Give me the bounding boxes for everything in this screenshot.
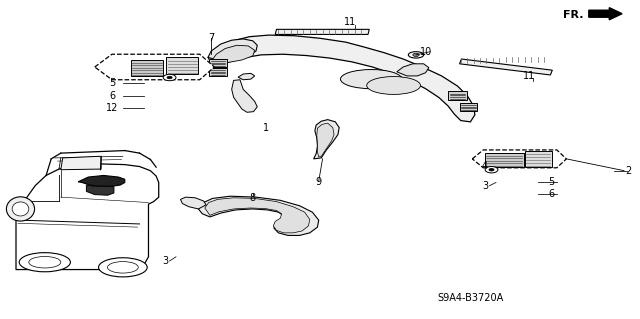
Text: 12: 12 [106,103,118,114]
Text: 3: 3 [482,181,488,191]
Text: 10: 10 [419,47,432,57]
Text: 9: 9 [316,177,322,187]
Polygon shape [460,103,477,111]
Polygon shape [205,198,310,233]
Text: 6: 6 [109,91,115,101]
Polygon shape [131,60,163,76]
Text: 11: 11 [522,71,535,81]
Polygon shape [232,80,257,112]
Ellipse shape [6,197,35,221]
Polygon shape [397,64,429,76]
Ellipse shape [167,76,172,79]
Polygon shape [209,68,227,76]
Polygon shape [180,197,206,209]
Ellipse shape [489,168,494,171]
Polygon shape [209,59,227,67]
Polygon shape [211,45,255,63]
Polygon shape [208,39,257,61]
Polygon shape [86,185,114,195]
Polygon shape [448,91,467,100]
Polygon shape [460,59,552,75]
Polygon shape [61,156,101,170]
Ellipse shape [163,74,176,81]
Polygon shape [78,175,125,186]
Polygon shape [472,150,566,168]
Ellipse shape [408,52,424,58]
Ellipse shape [413,53,419,56]
Text: 6: 6 [548,189,555,199]
Ellipse shape [99,258,147,277]
Polygon shape [16,164,159,270]
Text: 2: 2 [625,166,632,176]
Text: 5: 5 [548,177,555,187]
Text: 8: 8 [250,193,256,204]
Text: 4: 4 [482,161,488,171]
Ellipse shape [340,70,402,89]
Text: FR.: FR. [563,10,584,20]
Text: 11: 11 [344,17,356,27]
Text: 7: 7 [208,33,214,43]
Polygon shape [166,57,198,74]
FancyArrow shape [589,8,622,20]
Polygon shape [485,153,524,167]
Ellipse shape [485,167,498,173]
Ellipse shape [19,253,70,272]
Polygon shape [525,151,552,167]
Text: 3: 3 [162,256,168,266]
Polygon shape [238,73,255,80]
Polygon shape [314,120,339,159]
Text: 1: 1 [262,122,269,133]
Ellipse shape [29,256,61,268]
Ellipse shape [12,202,29,216]
Polygon shape [198,196,319,235]
Polygon shape [95,54,214,80]
Ellipse shape [108,262,138,273]
Text: 5: 5 [109,78,115,88]
Polygon shape [208,35,475,122]
Text: S9A4-B3720A: S9A4-B3720A [437,293,504,303]
Polygon shape [317,123,334,157]
Ellipse shape [367,77,420,94]
Polygon shape [275,29,369,34]
